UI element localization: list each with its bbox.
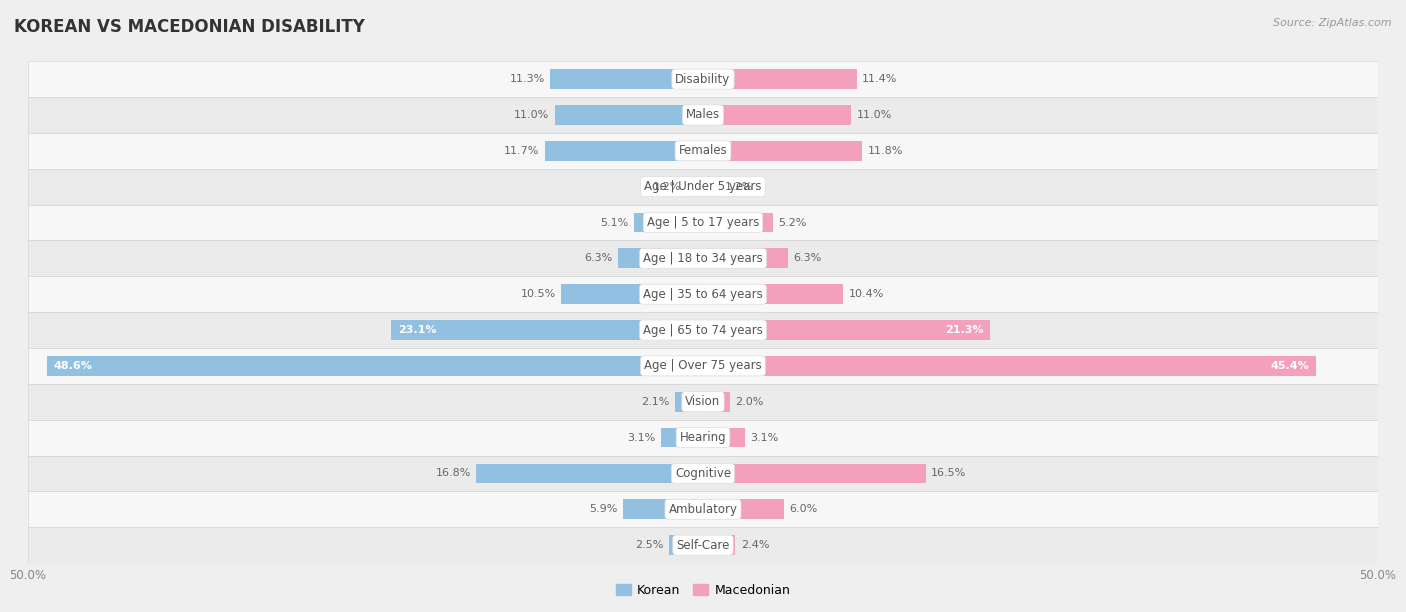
Bar — [554, 105, 703, 125]
Bar — [28, 241, 1378, 276]
Bar — [28, 455, 1378, 491]
Bar — [703, 463, 925, 483]
Text: 23.1%: 23.1% — [398, 325, 436, 335]
Text: 11.8%: 11.8% — [868, 146, 903, 156]
Bar — [477, 463, 703, 483]
Text: 48.6%: 48.6% — [53, 361, 93, 371]
Bar — [703, 320, 990, 340]
Text: 1.2%: 1.2% — [724, 182, 754, 192]
Text: Age | 65 to 74 years: Age | 65 to 74 years — [643, 324, 763, 337]
Bar — [28, 97, 1378, 133]
Bar — [28, 491, 1378, 527]
Bar — [703, 356, 1316, 376]
Text: 1.2%: 1.2% — [652, 182, 682, 192]
Bar — [28, 348, 1378, 384]
Text: Self-Care: Self-Care — [676, 539, 730, 551]
Bar — [703, 105, 852, 125]
Bar — [703, 536, 735, 555]
Bar — [28, 312, 1378, 348]
Bar — [703, 428, 745, 447]
Bar — [634, 212, 703, 233]
Text: 16.8%: 16.8% — [436, 468, 471, 479]
Text: KOREAN VS MACEDONIAN DISABILITY: KOREAN VS MACEDONIAN DISABILITY — [14, 18, 366, 36]
Text: 11.0%: 11.0% — [513, 110, 550, 120]
Bar — [28, 204, 1378, 241]
Text: 5.1%: 5.1% — [600, 217, 628, 228]
Bar — [391, 320, 703, 340]
Bar — [703, 69, 856, 89]
Text: Hearing: Hearing — [679, 431, 727, 444]
Bar — [28, 133, 1378, 169]
Bar — [703, 248, 787, 268]
Bar — [686, 177, 703, 196]
Text: Males: Males — [686, 108, 720, 121]
Text: 6.3%: 6.3% — [585, 253, 613, 263]
Bar — [703, 499, 785, 519]
Text: Age | 18 to 34 years: Age | 18 to 34 years — [643, 252, 763, 265]
Text: Source: ZipAtlas.com: Source: ZipAtlas.com — [1274, 18, 1392, 28]
Legend: Korean, Macedonian: Korean, Macedonian — [610, 579, 796, 602]
Text: Age | 5 to 17 years: Age | 5 to 17 years — [647, 216, 759, 229]
Bar — [546, 141, 703, 161]
Bar — [703, 392, 730, 412]
Text: 6.0%: 6.0% — [789, 504, 818, 514]
Bar — [28, 527, 1378, 563]
Bar — [561, 285, 703, 304]
Bar — [669, 536, 703, 555]
Text: 21.3%: 21.3% — [945, 325, 984, 335]
Text: Ambulatory: Ambulatory — [668, 503, 738, 516]
Bar — [703, 177, 720, 196]
Text: 3.1%: 3.1% — [627, 433, 655, 442]
Text: Age | Over 75 years: Age | Over 75 years — [644, 359, 762, 372]
Text: 5.9%: 5.9% — [589, 504, 619, 514]
Bar — [551, 69, 703, 89]
Text: 11.4%: 11.4% — [862, 74, 897, 84]
Text: 16.5%: 16.5% — [931, 468, 966, 479]
Bar — [661, 428, 703, 447]
Text: 11.0%: 11.0% — [856, 110, 893, 120]
Bar — [28, 169, 1378, 204]
Bar — [703, 141, 862, 161]
Text: Age | Under 5 years: Age | Under 5 years — [644, 180, 762, 193]
Text: 11.3%: 11.3% — [510, 74, 546, 84]
Text: 6.3%: 6.3% — [793, 253, 821, 263]
Text: Age | 35 to 64 years: Age | 35 to 64 years — [643, 288, 763, 300]
Bar — [28, 61, 1378, 97]
Text: Disability: Disability — [675, 73, 731, 86]
Bar — [46, 356, 703, 376]
Bar — [623, 499, 703, 519]
Text: 10.4%: 10.4% — [849, 289, 884, 299]
Text: 2.4%: 2.4% — [741, 540, 769, 550]
Text: Cognitive: Cognitive — [675, 467, 731, 480]
Bar — [703, 212, 773, 233]
Text: 5.2%: 5.2% — [779, 217, 807, 228]
Text: 10.5%: 10.5% — [520, 289, 555, 299]
Text: 2.5%: 2.5% — [636, 540, 664, 550]
Text: Vision: Vision — [685, 395, 721, 408]
Text: 3.1%: 3.1% — [751, 433, 779, 442]
Bar — [703, 285, 844, 304]
Bar — [619, 248, 703, 268]
Text: 11.7%: 11.7% — [505, 146, 540, 156]
Text: 45.4%: 45.4% — [1270, 361, 1309, 371]
Bar — [675, 392, 703, 412]
Text: 2.1%: 2.1% — [641, 397, 669, 407]
Text: Females: Females — [679, 144, 727, 157]
Bar — [28, 384, 1378, 420]
Bar — [28, 420, 1378, 455]
Text: 2.0%: 2.0% — [735, 397, 763, 407]
Bar — [28, 276, 1378, 312]
